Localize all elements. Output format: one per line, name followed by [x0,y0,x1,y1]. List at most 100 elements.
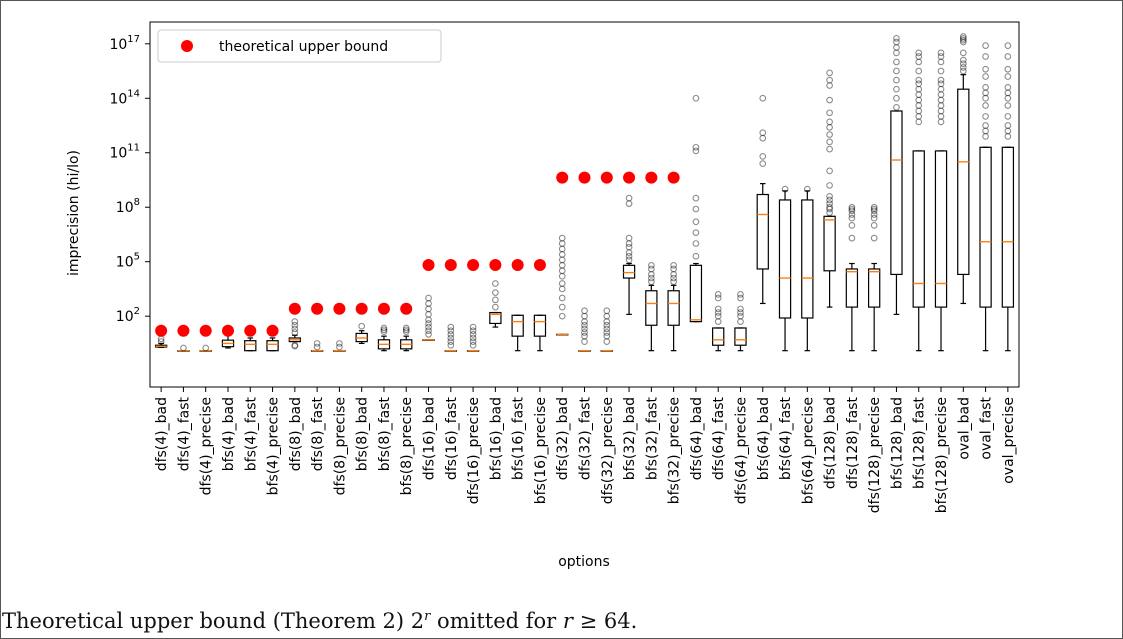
flier-point [871,235,877,241]
x-tick-label: dfs(16)_precise [466,397,482,504]
flier-point [1005,85,1011,91]
upper-bound-marker [556,172,568,184]
iqr-box [824,216,835,270]
box-bfs(32)_fast [646,263,657,351]
x-tick-label: bfs(8)_fast [377,396,393,471]
iqr-box [846,269,857,307]
box-dfs(4)_bad [156,336,167,347]
flier-point [983,43,989,49]
iqr-box [512,315,523,336]
flier-point [827,146,833,152]
flier-point [738,292,744,298]
box-dfs(128)_precise [869,204,880,350]
flier-point [938,108,944,114]
flier-point [983,74,989,80]
x-tick-label: bfs(64)_bad [756,397,772,480]
box-bfs(128)_fast [913,50,924,351]
y-tick-label: 1014 [109,88,140,107]
upper-bound-marker [155,325,167,337]
flier-point [983,128,989,134]
flier-point [181,345,187,351]
flier-point [827,70,833,76]
box-bfs(128)_precise [935,50,946,351]
flier-point [938,103,944,109]
iqr-box [869,269,880,307]
flier-point [426,301,432,307]
flier-point [938,77,944,83]
box-bfs(8)_bad [356,323,367,343]
flier-point [559,268,565,274]
box-dfs(16)_precise [468,324,479,351]
flier-point [916,119,922,125]
flier-point [938,97,944,103]
upper-bound-marker [534,259,546,271]
upper-bound-marker [601,172,613,184]
flier-point [693,195,699,201]
flier-point [559,304,565,310]
flier-point [916,92,922,98]
box-bfs(4)_bad [222,335,233,348]
flier-point [604,308,610,314]
iqr-box [980,147,991,307]
flier-point [894,68,900,74]
iqr-box [690,265,701,321]
box-bfs(4)_fast [245,338,256,351]
flier-point [671,272,677,278]
iqr-box [534,315,545,336]
flier-point [760,135,766,141]
flier-point [715,319,721,325]
x-tick-label: dfs(4)_precise [199,397,215,495]
flier-point [604,313,610,319]
flier-point [604,319,610,325]
iqr-box [891,111,902,274]
flier-point [1005,103,1011,109]
flier-point [894,95,900,101]
flier-point [649,263,655,269]
box-dfs(8)_precise [334,341,345,352]
flier-point [894,59,900,65]
flier-point [292,319,298,325]
iqr-box [623,265,634,278]
flier-point [626,235,632,241]
x-tick-label: dfs(128)_bad [823,397,839,489]
flier-point [604,339,610,345]
flier-point [559,286,565,292]
flier-point [738,319,744,325]
box-dfs(128)_fast [846,204,857,350]
flier-point [827,168,833,174]
x-tick-label: bfs(128)_fast [912,396,928,489]
flier-point [337,341,343,347]
flier-point [626,250,632,256]
flier-point [827,83,833,89]
flier-point [916,86,922,92]
flier-point [983,123,989,129]
flier-point [1005,128,1011,134]
flier-point [916,108,922,114]
flier-point [938,68,944,74]
box-bfs(16)_bad [490,281,501,327]
flier-point [983,85,989,91]
flier-point [626,201,632,207]
x-tick-label: dfs(8)_precise [332,397,348,495]
upper-bound-marker [489,259,501,271]
flier-point [359,323,365,329]
flier-point [1005,43,1011,49]
flier-point [470,324,476,330]
caption-middle: omitted for [430,609,563,633]
flier-point [1005,66,1011,72]
flier-point [983,90,989,96]
flier-point [938,86,944,92]
x-tick-label: dfs(128)_precise [867,397,883,513]
flier-point [827,132,833,138]
x-tick-label: oval_bad [956,397,972,460]
box-dfs(64)_precise [735,292,746,351]
flier-point [1005,134,1011,140]
flier-point [894,86,900,92]
flier-point [894,50,900,56]
y-axis-label: imprecision (hi/lo) [66,150,82,276]
flier-point [693,219,699,225]
flier-point [938,114,944,120]
legend-marker [181,40,193,52]
flier-point [938,119,944,125]
iqr-box [267,341,278,351]
